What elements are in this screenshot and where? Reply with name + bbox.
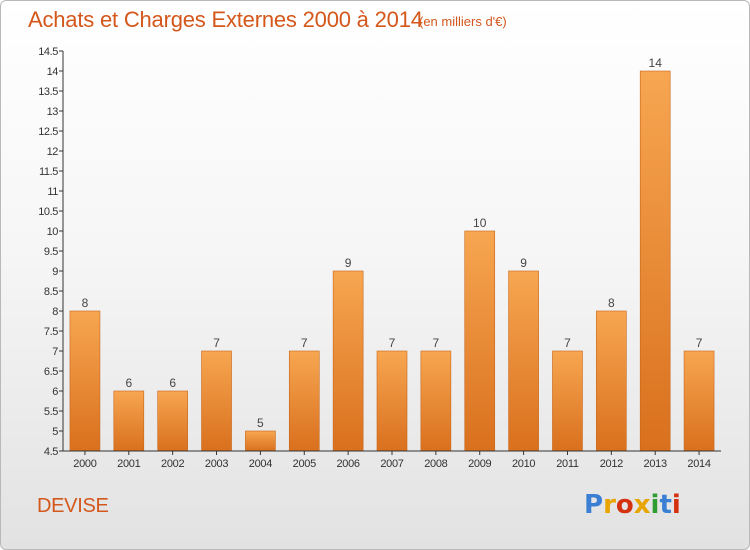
y-tick-label: 6 <box>52 386 58 398</box>
x-tick-label: 2014 <box>687 458 710 470</box>
x-tick-label: 2007 <box>380 458 403 470</box>
y-tick-label: 13 <box>47 106 59 118</box>
x-tick-label: 2006 <box>336 458 359 470</box>
logo-letter: o <box>615 490 634 520</box>
bar-2000 <box>69 310 101 452</box>
y-tick-label: 8 <box>52 306 58 318</box>
y-tick-label: 14.5 <box>38 46 58 58</box>
data-label-2014: 7 <box>696 336 703 350</box>
bar-2002 <box>157 390 188 452</box>
y-tick-label: 9 <box>52 266 58 278</box>
data-label-2007: 7 <box>389 336 396 350</box>
logo-letter: r <box>603 490 616 520</box>
bar-2014 <box>683 350 715 452</box>
x-tick-label: 2003 <box>205 458 228 470</box>
logo-letter: x <box>633 490 651 520</box>
x-tick-label: 2012 <box>600 458 623 470</box>
bar-2013 <box>639 70 671 452</box>
bar-2004 <box>245 430 276 452</box>
logo-letter: i <box>650 490 660 520</box>
y-tick-label: 4.5 <box>44 446 58 458</box>
bar-2011 <box>552 350 583 452</box>
data-label-2004: 5 <box>257 416 264 430</box>
data-label-2010: 9 <box>520 256 527 270</box>
data-label-2003: 7 <box>213 336 220 350</box>
bar-2006 <box>332 270 364 452</box>
data-label-2002: 6 <box>169 376 176 390</box>
bar-2009 <box>464 230 496 452</box>
y-tick-label: 10 <box>47 226 59 238</box>
x-tick-label: 2010 <box>512 458 535 470</box>
y-tick-label: 7.5 <box>44 326 58 338</box>
bar-2003 <box>201 350 232 452</box>
y-tick-label: 12 <box>47 146 59 158</box>
y-tick-label: 13.5 <box>38 86 58 98</box>
y-tick-label: 5.5 <box>44 406 58 418</box>
chart-title: Achats et Charges Externes 2000 à 2014 <box>28 7 423 32</box>
data-label-2000: 8 <box>82 296 89 310</box>
proxiti-logo[interactable]: Proxiti <box>584 490 681 520</box>
data-label-2011: 7 <box>564 336 571 350</box>
logo-letter: t <box>659 490 672 520</box>
commune-name: DEVISE <box>37 495 109 517</box>
data-label-2009: 10 <box>473 216 487 230</box>
y-tick-label: 7 <box>52 346 58 358</box>
y-tick-label: 8.5 <box>44 286 58 298</box>
y-tick-label: 9.5 <box>44 246 58 258</box>
bar-2005 <box>288 350 320 452</box>
x-tick-label: 2011 <box>556 458 579 470</box>
x-tick-label: 2000 <box>73 458 96 470</box>
data-label-2012: 8 <box>608 296 615 310</box>
y-tick-label: 12.5 <box>38 126 58 138</box>
x-tick-label: 2005 <box>293 458 316 470</box>
bar-2007 <box>376 350 408 452</box>
y-tick-label: 11.5 <box>39 166 58 178</box>
x-tick-label: 2009 <box>468 458 491 470</box>
x-tick-label: 2013 <box>644 458 667 470</box>
y-tick-label: 14 <box>47 66 59 78</box>
data-label-2005: 7 <box>301 336 308 350</box>
data-label-2008: 7 <box>433 336 440 350</box>
bar-chart: 8 6 6 7 5 7 9 7 7 10 9 7 8 14 7 4.5 5 5.5 6 6.5 7 7.5 8 8.5 9 9.… <box>38 46 721 470</box>
bar-2001 <box>113 390 145 452</box>
y-tick-label: 6.5 <box>44 366 58 378</box>
bar-2012 <box>596 310 627 452</box>
x-tick-label: 2008 <box>424 458 447 470</box>
y-tick-label: 5 <box>52 426 58 438</box>
x-tick-label: 2001 <box>117 458 140 470</box>
data-label-2006: 9 <box>345 256 352 270</box>
logo-letter: P <box>584 490 604 520</box>
chart-unit: (en milliers d'€) <box>419 14 507 29</box>
x-tick-label: 2004 <box>249 458 272 470</box>
data-label-2001: 6 <box>125 376 132 390</box>
bar-2010 <box>508 270 539 452</box>
data-label-2013: 14 <box>649 56 663 70</box>
logo-letter: i <box>671 490 681 520</box>
bar-2008 <box>420 350 452 452</box>
x-tick-label: 2002 <box>161 458 184 470</box>
y-tick-label: 10.5 <box>38 206 58 218</box>
y-tick-label: 11 <box>47 186 58 198</box>
